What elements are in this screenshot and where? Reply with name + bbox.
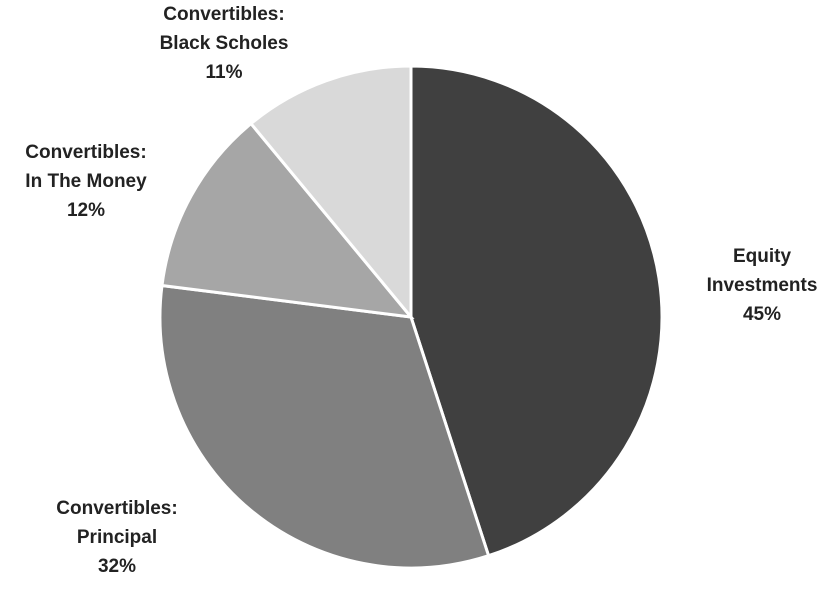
slice-label-line: Black Scholes [160, 33, 289, 54]
slice-percent: 45% [743, 304, 781, 325]
slice-label-line: Convertibles: [25, 142, 146, 163]
slice-label-line: Convertibles: [163, 4, 284, 25]
slice-percent: 12% [67, 200, 105, 221]
pie-slices [158, 64, 664, 570]
slice-label-line: Principal [77, 527, 157, 548]
pie-slice-2 [158, 283, 491, 570]
slice-percent: 32% [98, 556, 136, 577]
slice-label-3: Convertibles: In The Money 12% [25, 142, 147, 221]
slice-label-line: Investments [707, 275, 818, 296]
slice-percent: 11% [206, 62, 243, 83]
slice-label-line: In The Money [25, 171, 147, 192]
slice-label-line: Convertibles: [56, 498, 177, 519]
slice-label-line: Equity [733, 246, 791, 267]
pie-slice-3 [160, 121, 415, 319]
slice-label-4: Convertibles: Black Scholes 11% [160, 4, 289, 83]
slice-label-1: Equity Investments 45% [707, 246, 818, 325]
pie-slice-1 [409, 64, 664, 558]
pie-slice-4 [248, 64, 413, 322]
pie-labels: Equity Investments 45% Convertibles: Princip… [25, 4, 817, 577]
slice-label-2: Convertibles: Principal 32% [56, 498, 177, 577]
